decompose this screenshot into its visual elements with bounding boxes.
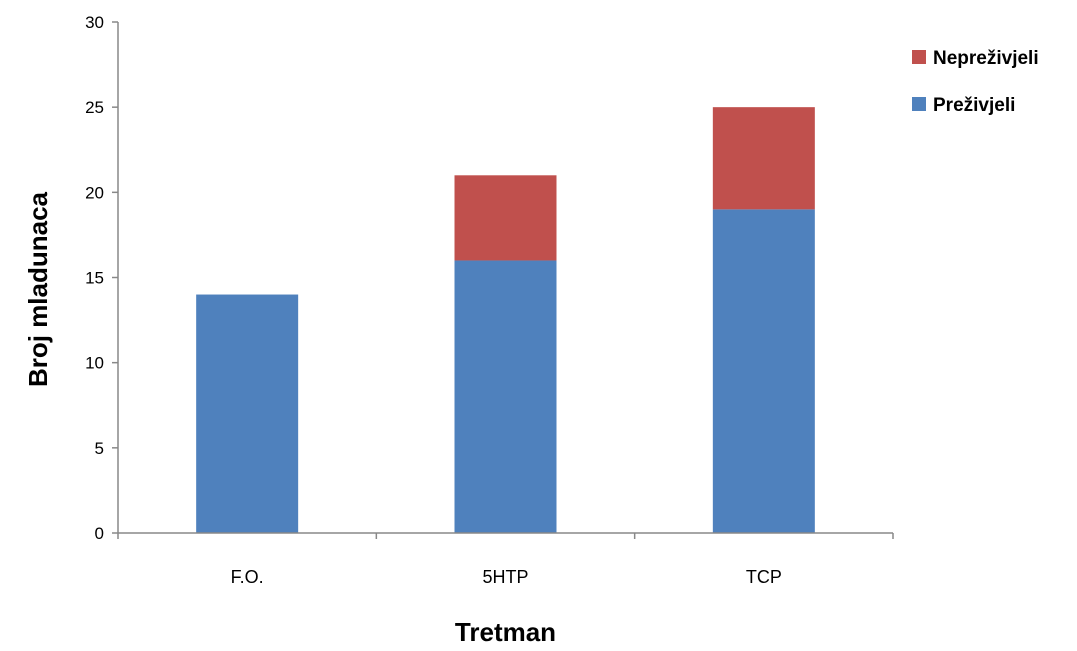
y-ticks: 0 5 10 15 20 25 30	[85, 13, 118, 543]
bar-segment	[712, 209, 815, 533]
y-tick-label: 5	[95, 439, 104, 458]
y-tick-label: 15	[85, 269, 104, 288]
legend-label: Nepreživjeli	[933, 48, 1039, 69]
y-tick-label: 25	[85, 98, 104, 117]
y-tick-label: 30	[85, 13, 104, 32]
x-axis-title: Tretman	[455, 617, 556, 647]
legend-swatch	[912, 97, 926, 111]
bar-segment	[196, 294, 299, 533]
bar-segment	[454, 175, 557, 261]
legend-label: Preživjeli	[933, 95, 1015, 116]
y-tick-label: 20	[85, 183, 104, 202]
bar-segment	[712, 107, 815, 210]
legend: Nepreživjeli Preživjeli	[912, 48, 1039, 116]
bar-segment	[454, 260, 557, 533]
legend-swatch	[912, 50, 926, 64]
y-tick-label: 0	[95, 524, 104, 543]
x-tick-label: TCP	[746, 567, 782, 587]
x-tick-label: F.O.	[231, 567, 264, 587]
bars-layer	[196, 107, 815, 533]
x-tick-label: 5HTP	[482, 567, 528, 587]
y-tick-label: 10	[85, 354, 104, 373]
y-axis-title: Broj mladunaca	[23, 191, 53, 387]
x-ticks: F.O. 5HTP TCP	[117, 533, 894, 587]
